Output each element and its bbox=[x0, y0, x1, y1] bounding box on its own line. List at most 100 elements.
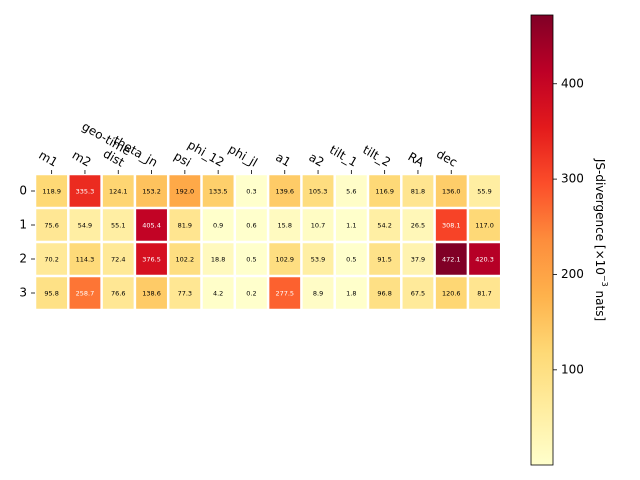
heatmap-cell bbox=[102, 209, 134, 241]
cell-value-label: 117.0 bbox=[475, 222, 494, 230]
cell-value-label: 258.7 bbox=[76, 290, 95, 298]
heatmap-cell bbox=[369, 209, 401, 241]
cell-value-label: 75.6 bbox=[44, 222, 58, 230]
heatmap-cell bbox=[402, 209, 434, 241]
colorbar-tick-label: 100 bbox=[561, 362, 584, 376]
heatmap-cell bbox=[136, 277, 167, 309]
x-tick-label: tilt_2 bbox=[360, 143, 393, 170]
cell-value-label: 114.3 bbox=[76, 256, 95, 264]
heatmap-cell bbox=[202, 243, 234, 275]
x-tick-label: m2 bbox=[70, 148, 94, 170]
heatmap-cell bbox=[469, 277, 500, 309]
x-tick-label: tilt_1 bbox=[327, 143, 360, 170]
heatmap-cell bbox=[402, 175, 434, 207]
y-tick-label: 2 bbox=[19, 252, 27, 266]
cell-value-label: 55.9 bbox=[477, 188, 491, 196]
heatmap-cell bbox=[36, 243, 68, 275]
heatmap-cell bbox=[69, 175, 101, 207]
heatmap-cell bbox=[435, 243, 467, 275]
heatmap-cell bbox=[302, 175, 334, 207]
cell-value-label: 472.1 bbox=[442, 256, 461, 264]
heatmap-cell bbox=[102, 277, 134, 309]
cell-value-label: 277.5 bbox=[275, 290, 294, 298]
colorbar-label: JS-divergence [×10−3 nats] bbox=[594, 158, 610, 321]
heatmap-cell bbox=[69, 209, 101, 241]
cell-value-label: 118.9 bbox=[42, 188, 61, 196]
cell-value-label: 5.6 bbox=[346, 188, 356, 196]
colorbar-tick-label: 400 bbox=[561, 76, 584, 90]
x-tick-label: dec bbox=[434, 147, 460, 170]
cell-value-label: 376.5 bbox=[142, 256, 161, 264]
x-tick-label: a2 bbox=[307, 150, 327, 170]
heatmap-cell bbox=[236, 243, 267, 275]
cell-value-label: 0.9 bbox=[213, 222, 223, 230]
colorbar-label-exponent: −3 bbox=[601, 275, 610, 287]
cell-value-label: 10.7 bbox=[311, 222, 325, 230]
cell-value-label: 95.8 bbox=[44, 290, 58, 298]
cell-value-label: 54.9 bbox=[78, 222, 92, 230]
heatmap-grid: 118.9 335.3 124.1 153.2 192.0 133.5 0.3 139.6 10… bbox=[36, 175, 500, 309]
cell-value-label: 67.5 bbox=[411, 290, 425, 298]
heatmap-cell bbox=[469, 243, 500, 275]
heatmap-cell bbox=[435, 175, 467, 207]
heatmap-cell bbox=[269, 243, 301, 275]
colorbar-tick-label: 200 bbox=[561, 267, 584, 281]
x-tick-label: m1 bbox=[36, 148, 60, 170]
colorbar-ticks: 100 200 300 400 bbox=[553, 76, 584, 376]
heatmap-cell bbox=[136, 209, 167, 241]
heatmap-cell bbox=[36, 277, 68, 309]
cell-value-label: 72.4 bbox=[111, 256, 125, 264]
colorbar-tick-label: 300 bbox=[561, 172, 584, 186]
cell-value-label: 96.8 bbox=[377, 290, 391, 298]
cell-value-label: 116.9 bbox=[375, 188, 394, 196]
cell-value-label: 139.6 bbox=[275, 188, 294, 196]
cell-value-label: 120.6 bbox=[442, 290, 461, 298]
cell-value-label: 91.5 bbox=[377, 256, 391, 264]
colorbar-gradient bbox=[530, 14, 554, 466]
colorbar-label-suffix: nats] bbox=[594, 287, 608, 321]
cell-value-label: 70.2 bbox=[44, 256, 58, 264]
heatmap-cell bbox=[402, 277, 434, 309]
cell-value-label: 26.5 bbox=[411, 222, 425, 230]
cell-value-label: 1.8 bbox=[346, 290, 356, 298]
cell-value-label: 308.1 bbox=[442, 222, 461, 230]
heatmap-cell bbox=[269, 209, 301, 241]
cell-value-label: 76.6 bbox=[111, 290, 125, 298]
heatmap-cell bbox=[269, 175, 301, 207]
cell-value-label: 54.2 bbox=[377, 222, 391, 230]
cell-value-label: 405.4 bbox=[142, 222, 161, 230]
cell-value-label: 15.8 bbox=[278, 222, 292, 230]
y-tick-label: 1 bbox=[19, 218, 27, 232]
heatmap-cell bbox=[169, 277, 201, 309]
heatmap-cell bbox=[302, 277, 334, 309]
y-axis: 0 1 2 3 bbox=[19, 184, 35, 300]
heatmap-cell bbox=[469, 175, 500, 207]
cell-value-label: 77.3 bbox=[178, 290, 192, 298]
cell-value-label: 105.3 bbox=[309, 188, 328, 196]
heatmap-cell bbox=[369, 243, 401, 275]
cell-value-label: 53.9 bbox=[311, 256, 325, 264]
heatmap-cell bbox=[335, 209, 367, 241]
heatmap-cell bbox=[335, 175, 367, 207]
cell-value-label: 0.6 bbox=[246, 222, 256, 230]
y-tick-label: 3 bbox=[19, 286, 27, 300]
cell-value-label: 420.3 bbox=[475, 256, 494, 264]
colorbar: 100 200 300 400 JS-divergence [×10−3 nats] bbox=[530, 14, 610, 466]
heatmap-cell bbox=[102, 243, 134, 275]
heatmap-cell bbox=[236, 277, 267, 309]
heatmap-cell bbox=[169, 175, 201, 207]
cell-value-label: 153.2 bbox=[142, 188, 161, 196]
heatmap-cell bbox=[136, 175, 167, 207]
heatmap-cell bbox=[169, 243, 201, 275]
y-tick-label: 0 bbox=[19, 184, 27, 198]
cell-value-label: 1.1 bbox=[346, 222, 356, 230]
heatmap-cell bbox=[302, 209, 334, 241]
cell-value-label: 124.1 bbox=[109, 188, 128, 196]
cell-value-label: 102.9 bbox=[275, 256, 294, 264]
heatmap-cell bbox=[202, 277, 234, 309]
cell-value-label: 335.3 bbox=[76, 188, 95, 196]
heatmap-cell bbox=[335, 243, 367, 275]
cell-value-label: 0.2 bbox=[246, 290, 256, 298]
